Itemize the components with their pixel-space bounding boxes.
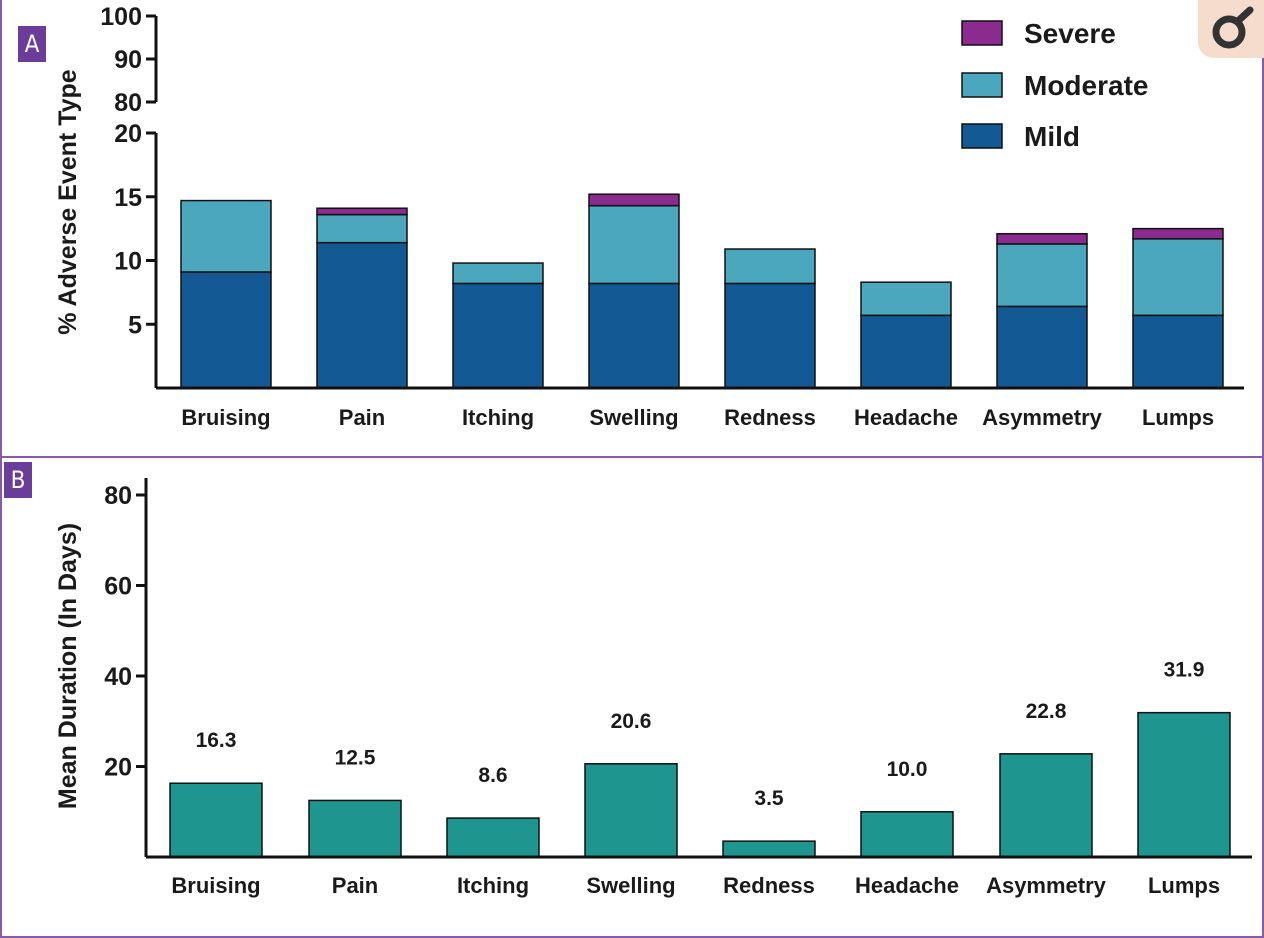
bar-moderate-bruising (180, 199, 272, 273)
x-tick-label: Redness (723, 873, 815, 898)
x-tick-label: Headache (855, 873, 959, 898)
bar-severe-lumps (1132, 227, 1224, 240)
data-label: 31.9 (1164, 659, 1205, 682)
y-tick-label: 100 (100, 3, 142, 31)
y-tick-label: 10 (114, 248, 142, 276)
bar-severe-swelling (588, 193, 680, 207)
panel-b-frame (0, 456, 1264, 938)
data-label: 10.0 (887, 758, 928, 781)
x-tick-label: Redness (724, 405, 816, 430)
data-label: 12.5 (335, 746, 376, 769)
bar-duration-lumps (1137, 711, 1231, 858)
x-tick-label: Asymmetry (982, 405, 1103, 430)
data-label: 3.5 (754, 787, 784, 810)
y-tick-label: 60 (104, 573, 132, 601)
x-tick-label: Swelling (586, 873, 675, 898)
bar-mild-itching (452, 282, 544, 389)
bar-mild-bruising (180, 271, 272, 389)
x-tick-label: Pain (332, 873, 378, 898)
panel-b-label: B (4, 462, 32, 498)
y-tick-label: 20 (114, 120, 142, 148)
bar-mild-swelling (588, 282, 680, 389)
legend-swatch-mild (961, 123, 1003, 149)
bar-duration-swelling (584, 763, 678, 858)
x-tick-label: Swelling (589, 405, 678, 430)
bar-mild-asymmetry (996, 305, 1088, 389)
y-tick-label: 20 (104, 754, 132, 782)
bar-severe-pain (316, 207, 408, 216)
legend-swatch-severe (961, 20, 1003, 46)
x-tick-label: Itching (462, 405, 534, 430)
data-label: 8.6 (478, 764, 507, 787)
y-tick-label: 15 (114, 184, 142, 212)
legend-swatch-moderate (961, 72, 1003, 98)
panel-a-label: A (18, 26, 46, 62)
x-tick-label: Asymmetry (986, 873, 1107, 898)
bar-duration-headache (860, 811, 954, 858)
bar-duration-itching (446, 817, 540, 858)
bar-moderate-redness (724, 248, 816, 285)
bar-duration-asymmetry (999, 753, 1093, 858)
x-tick-label: Bruising (181, 405, 270, 430)
data-label: 16.3 (196, 729, 237, 752)
bar-moderate-itching (452, 262, 544, 285)
logo-icon (1212, 6, 1254, 49)
x-tick-label: Itching (457, 873, 529, 898)
legend-label-moderate: Moderate (1024, 70, 1148, 101)
bar-duration-pain (308, 799, 402, 858)
data-label: 22.8 (1026, 700, 1067, 723)
bar-duration-redness (722, 840, 816, 858)
y-tick-label: 80 (114, 89, 142, 117)
y-tick-label: 80 (104, 482, 132, 510)
bar-mild-headache (860, 314, 952, 389)
bar-moderate-pain (316, 213, 408, 244)
bar-severe-asymmetry (996, 232, 1088, 245)
journal-logo (1198, 0, 1264, 58)
y-axis-title: % Adverse Event Type (54, 69, 82, 334)
bar-duration-bruising (169, 782, 263, 858)
bar-moderate-headache (860, 281, 952, 317)
y-axis-title: Mean Duration (In Days) (54, 523, 82, 809)
legend-label-severe: Severe (1024, 18, 1116, 49)
x-tick-label: Lumps (1148, 873, 1220, 898)
bar-mild-redness (724, 282, 816, 389)
x-tick-label: Headache (854, 405, 958, 430)
y-tick-label: 5 (128, 311, 142, 339)
legend-label-mild: Mild (1024, 121, 1080, 152)
y-tick-label: 90 (114, 46, 142, 74)
x-tick-label: Lumps (1142, 405, 1214, 430)
bar-mild-lumps (1132, 314, 1224, 389)
bar-moderate-swelling (588, 204, 680, 285)
bar-moderate-lumps (1132, 238, 1224, 317)
y-tick-label: 40 (104, 663, 132, 691)
bar-moderate-asymmetry (996, 243, 1088, 308)
x-tick-label: Pain (339, 405, 385, 430)
x-tick-label: Bruising (171, 873, 260, 898)
bar-mild-pain (316, 241, 408, 389)
data-label: 20.6 (611, 710, 652, 733)
